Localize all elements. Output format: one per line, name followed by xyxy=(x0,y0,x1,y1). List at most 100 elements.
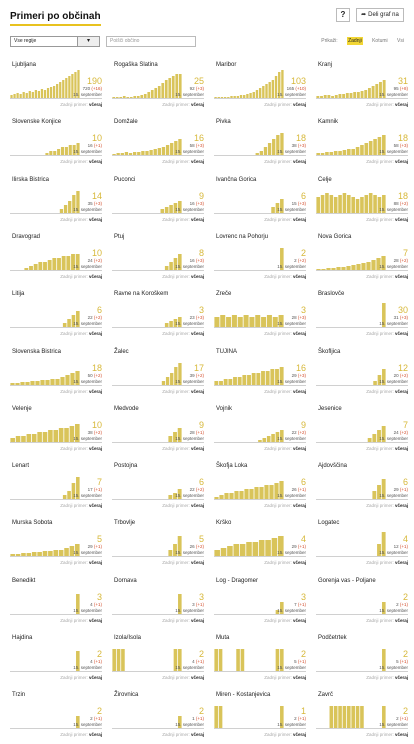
municipality-card[interactable]: Medvode 9 28 (+1) 15. september Zadnji prime… xyxy=(112,406,204,458)
bar xyxy=(316,196,320,213)
municipality-card[interactable]: Ivančna Gorica 6 15 (+3) 15. september Zadnj… xyxy=(214,177,306,229)
mode-all[interactable]: Vsi xyxy=(397,38,404,44)
municipality-card[interactable]: Logatec 4 12 (+1) 15. september Zadnji prime… xyxy=(316,520,408,572)
bar xyxy=(377,196,382,213)
municipality-card[interactable]: Trzin 2 2 (+1) 15. september Zadnji primer: … xyxy=(10,692,102,744)
last-case-label: Zadnji primer: xyxy=(162,216,191,222)
municipality-card[interactable]: Velenje 10 38 (+2) 15. september Zadnji prim… xyxy=(10,406,102,458)
mini-bar-chart xyxy=(59,190,80,213)
bar xyxy=(64,147,68,156)
municipality-card[interactable]: Litija 6 22 (+2) 15. september Zadnji primer… xyxy=(10,291,102,343)
municipality-card[interactable]: Žirovnica 2 1 (+1) 15. september Zadnji prim… xyxy=(112,692,204,744)
date-label: 15. september xyxy=(277,321,306,327)
municipality-name: Hajdina xyxy=(12,635,33,641)
bar xyxy=(55,378,60,385)
bar xyxy=(377,485,381,500)
municipality-card[interactable]: Krško 4 29 (+1) 15. september Zadnji primer:… xyxy=(214,520,306,572)
municipality-card[interactable]: Braslovče 30 31 (+3) 15. september Zadnji pr… xyxy=(316,291,408,343)
municipality-card[interactable]: Benedikt 3 4 (+1) 15. september Zadnji prime… xyxy=(10,578,102,630)
municipality-card[interactable]: Ilirska Bistrica 14 35 (+3) 15. september Za… xyxy=(10,177,102,229)
municipality-card[interactable]: Miren - Kostanjevica 1 2 (+1) 15. september… xyxy=(214,692,306,744)
date-label: 15. september xyxy=(277,378,306,384)
region-select[interactable]: Vse regije ▾ xyxy=(10,36,100,47)
total-delta: (+1) xyxy=(297,544,306,550)
municipality-card[interactable]: Slovenske Konjice 10 16 (+1) 15. september Z… xyxy=(10,119,102,171)
bar xyxy=(349,93,353,98)
bar xyxy=(261,370,265,385)
municipality-card[interactable]: Ljubljana 190 720 (+16) 15. september Zadnji… xyxy=(10,62,102,114)
municipality-card[interactable]: Kamnik 18 58 (+3) 15. september Zadnji prime… xyxy=(316,119,408,171)
municipality-card[interactable]: Domžale 16 58 (+3) 15. september Zadnji prim… xyxy=(112,119,204,171)
municipality-card[interactable]: Ravne na Koroškem 3 23 (+3) 15. september Za… xyxy=(112,291,204,343)
municipality-card[interactable]: Maribor 103 165 (+10) 15. september Zadnji p… xyxy=(214,62,306,114)
municipality-card[interactable]: Pivka 18 38 (+3) 15. september Zadnji primer… xyxy=(214,119,306,171)
bar xyxy=(366,261,371,270)
municipality-card[interactable]: Log - Dragomer 3 7 (+1) 15. september Zadnji… xyxy=(214,578,306,630)
bar xyxy=(329,152,334,156)
municipality-card[interactable]: Muta 2 5 (+1) 15. september Zadnji primer: v… xyxy=(214,635,306,687)
municipality-card[interactable]: Ptuj 8 16 (+3) 15. september Zadnji primer: … xyxy=(112,234,204,286)
total-delta: (+1) xyxy=(297,659,306,664)
mode-latest[interactable]: Zadnji xyxy=(347,37,363,45)
chevron-down-icon[interactable]: ▾ xyxy=(77,37,99,46)
bar xyxy=(126,97,130,98)
date-label: 15. september xyxy=(277,92,306,97)
bar xyxy=(64,548,69,557)
bar xyxy=(274,483,279,500)
municipality-card[interactable]: Izola/Isola 2 4 (+1) 15. september Zadnji pr… xyxy=(112,635,204,687)
bar xyxy=(63,204,68,213)
new-cases-value: 6 xyxy=(300,190,306,201)
municipality-card[interactable]: Zreče 3 28 (+3) 15. september Zadnji primer:… xyxy=(214,291,306,343)
bar xyxy=(62,495,67,500)
bar xyxy=(178,649,182,671)
municipality-card[interactable]: Kranj 31 95 (+8) 15. september Zadnji primer… xyxy=(316,62,408,114)
chart-baseline xyxy=(214,671,306,672)
bar xyxy=(379,82,382,98)
municipality-card[interactable]: Puconci 9 16 (+3) 15. september Zadnji prime… xyxy=(112,177,204,229)
municipality-card[interactable]: Škofljica 12 20 (+2) 15. september Zadnji pr… xyxy=(316,349,408,401)
municipality-card[interactable]: Hajdina 2 4 (+1) 15. september Zadnji primer… xyxy=(10,635,102,687)
municipality-name: Trbovlje xyxy=(114,520,136,527)
mode-cumulative[interactable]: Kotumi xyxy=(372,38,388,44)
share-button[interactable]: ➦ Deli graf na xyxy=(356,8,404,22)
municipality-card[interactable]: Lenart 7 17 (+1) 15. september Zadnji primer… xyxy=(10,463,102,515)
last-case: Zadnji primer: včeraj xyxy=(264,102,306,107)
bar xyxy=(62,80,65,98)
bar xyxy=(351,149,355,156)
municipality-card[interactable]: Postojna 6 22 (+2) 15. september Zadnji prim… xyxy=(112,463,204,515)
help-button[interactable]: ? xyxy=(336,8,350,22)
last-case-label: Zadnji primer: xyxy=(60,617,89,623)
municipality-card[interactable]: Murska Sobota 5 29 (+1) 15. september Zadnji… xyxy=(10,520,102,572)
new-cases-value: 2 xyxy=(402,649,408,659)
municipality-card[interactable]: Jesenice 7 24 (+2) 15. september Zadnji prim… xyxy=(316,406,408,458)
municipality-card[interactable]: Celje 18 88 (+2) 15. september Zadnji primer… xyxy=(316,177,408,229)
municipality-card[interactable]: Zavrč 2 2 (+1) 15. september Zadnji primer: … xyxy=(316,692,408,744)
municipality-card[interactable]: Ajdovščina 6 29 (+1) 15. september Zadnji pr… xyxy=(316,463,408,515)
municipality-name: Rogaška Slatina xyxy=(114,62,158,68)
municipality-card[interactable]: TUJINA 16 29 (+3) 15. september Zadnji prime… xyxy=(214,349,306,401)
municipality-card[interactable]: Lovrenc na Pohorju 2 2 (+2) 15. september Za… xyxy=(214,234,306,286)
date-label: 15. september xyxy=(175,206,204,212)
total-cases: 35 (+3) xyxy=(88,201,102,206)
new-cases-value: 2 xyxy=(96,706,102,717)
bar xyxy=(347,194,351,213)
municipality-card[interactable]: Škofja Loka 6 26 (+1) 15. september Zadnji p… xyxy=(214,463,306,515)
total-delta: (+1) xyxy=(195,601,204,607)
municipality-card[interactable]: Dravograd 10 24 (+2) 15. september Zadnji pr… xyxy=(10,234,102,286)
municipality-card[interactable]: Gorenja vas - Poljane 2 2 (+1) 15. septembe… xyxy=(316,578,408,630)
total-value: 28 xyxy=(393,257,400,263)
municipality-card[interactable]: Vojnik 9 22 (+2) 15. september Zadnji primer… xyxy=(214,406,306,458)
search-input[interactable]: Poišči občino xyxy=(106,36,196,47)
municipality-card[interactable]: Žalec 17 39 (+2) 15. september Zadnji primer… xyxy=(112,349,204,401)
bar xyxy=(214,649,218,671)
municipality-card[interactable]: Slovenska Bistrica 18 50 (+2) 15. september… xyxy=(10,349,102,401)
municipality-card[interactable]: Rogaška Slatina 25 92 (+3) 15. september Zad… xyxy=(112,62,204,114)
bar xyxy=(67,491,71,500)
total-delta: (+2) xyxy=(195,372,204,378)
municipality-card[interactable]: Podčetrtek 2 5 (+1) 15. september Zadnji pri… xyxy=(316,635,408,687)
municipality-card[interactable]: Trbovlje 5 26 (+2) 15. september Zadnji prim… xyxy=(112,520,204,572)
municipality-card[interactable]: Nova Gorica 7 28 (+2) 15. september Zadnji p… xyxy=(316,234,408,286)
bar xyxy=(164,80,168,98)
total-cases: 2 (+1) xyxy=(90,716,102,721)
municipality-card[interactable]: Dornava 3 3 (+1) 15. september Zadnji primer… xyxy=(112,578,204,630)
